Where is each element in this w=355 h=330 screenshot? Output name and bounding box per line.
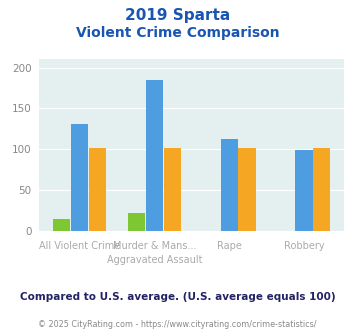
- Text: Violent Crime Comparison: Violent Crime Comparison: [76, 26, 279, 40]
- Bar: [89, 148, 106, 231]
- Bar: [313, 148, 331, 231]
- Text: © 2025 CityRating.com - https://www.cityrating.com/crime-statistics/: © 2025 CityRating.com - https://www.city…: [38, 320, 317, 329]
- Text: 2019 Sparta: 2019 Sparta: [125, 8, 230, 23]
- Bar: [53, 219, 70, 231]
- Bar: [239, 148, 256, 231]
- Legend: Sparta, Missouri, National: Sparta, Missouri, National: [61, 326, 322, 330]
- Text: Compared to U.S. average. (U.S. average equals 100): Compared to U.S. average. (U.S. average …: [20, 292, 335, 302]
- Bar: [220, 140, 238, 231]
- Bar: [164, 148, 181, 231]
- Bar: [128, 213, 145, 231]
- Bar: [146, 80, 163, 231]
- Bar: [71, 124, 88, 231]
- Bar: [295, 150, 312, 231]
